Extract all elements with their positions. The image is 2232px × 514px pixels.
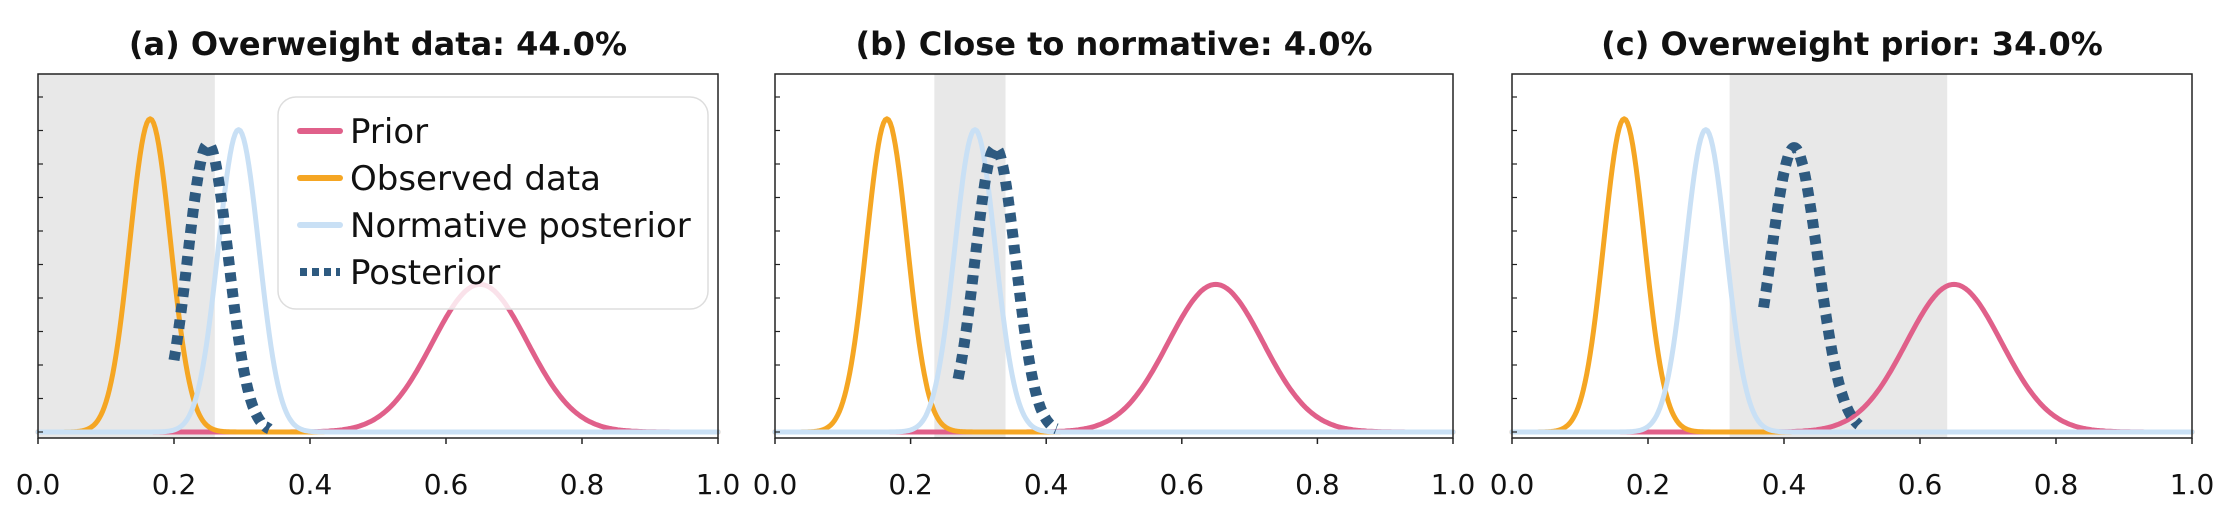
series-posterior [168,138,275,435]
x-tick-label: 0.8 [2034,468,2079,501]
series-posterior [1758,142,1865,431]
panel-2: (b) Close to normative: 4.0% 0.0 0.2 0.4 0.6… [753,25,1476,501]
legend-box [277,96,709,310]
legend-label: Observed data [350,159,601,199]
panel-title: (c) Overweight prior: 34.0% [1601,25,2103,63]
series-normative-posterior [1509,127,2195,435]
x-tick-label: 0.2 [888,468,933,501]
panel-1: (a) Overweight data: 44.0% 0.0 0.2 0.4 0.6 0.… [16,25,741,501]
x-tick-label: 0.4 [1762,468,1807,501]
series-normative-posterior [35,127,721,435]
x-tick-label: 0.2 [1626,468,1671,501]
x-tick-label: 0.4 [288,468,333,501]
x-tick-label: 1.0 [696,468,741,501]
x-tick-label: 0.8 [1295,468,1340,501]
panel-title: (b) Close to normative: 4.0% [855,25,1372,63]
x-tick-label: 0.8 [560,468,605,501]
x-tick-label: 0.0 [753,468,798,501]
axes-frame [1511,73,2193,439]
legend: Prior Observed data Normative posterior Pos… [277,96,709,310]
x-tick-label: 0.4 [1024,468,1069,501]
x-tick-label: 0.6 [424,468,469,501]
legend-label: Posterior [350,253,500,293]
x-tick-label: 0.6 [1160,468,1205,501]
axes-frame [774,73,1454,439]
x-tick-label: 1.0 [1431,468,1476,501]
x-tick-label: 0.0 [16,468,61,501]
x-tick-label: 1.0 [2170,468,2215,501]
plot-area [775,74,1453,438]
x-tick-label: 0.0 [1490,468,1535,501]
panel-title: (a) Overweight data: 44.0% [129,25,627,63]
x-tick-label: 0.2 [152,468,197,501]
legend-label: Normative posterior [350,206,691,246]
series-posterior [952,142,1062,435]
axes-frame [37,73,719,439]
x-tick-label: 0.6 [1898,468,1943,501]
legend-label: Prior [350,112,428,152]
series-normative-posterior [772,127,1456,435]
panel-3: (c) Overweight prior: 34.0% 0.0 0.2 0.4 0.6 0… [1490,25,2215,501]
